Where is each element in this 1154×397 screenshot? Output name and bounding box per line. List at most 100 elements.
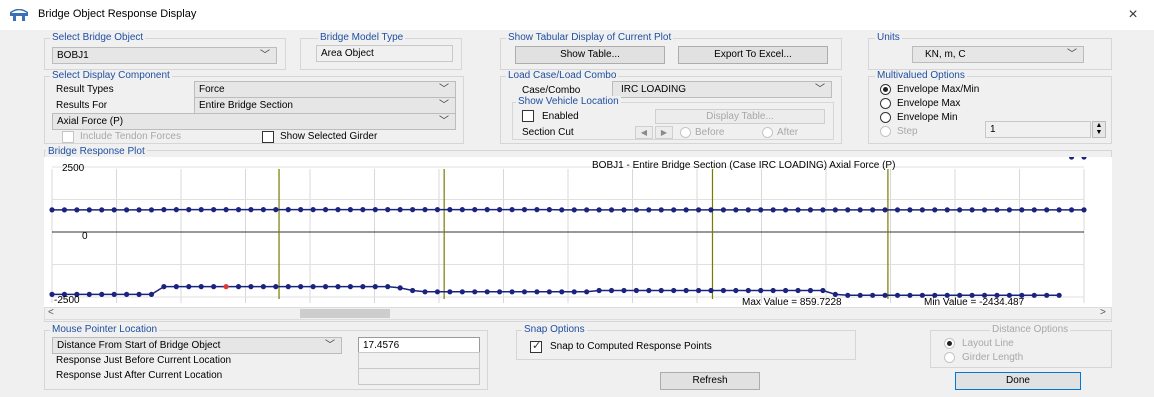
max-point xyxy=(720,207,727,213)
min-point xyxy=(845,292,851,298)
envelope-max-radio[interactable] xyxy=(880,98,891,109)
export-excel-button[interactable]: Export To Excel... xyxy=(678,46,828,64)
show-girder-checkbox[interactable] xyxy=(262,131,274,143)
min-point xyxy=(385,284,391,290)
mouse-pointer-group xyxy=(44,330,488,390)
max-point xyxy=(1068,207,1075,213)
done-button[interactable]: Done xyxy=(955,372,1081,390)
refresh-button[interactable]: Refresh xyxy=(660,372,760,390)
min-point xyxy=(484,289,490,295)
before-radio[interactable] xyxy=(680,127,691,138)
min-point xyxy=(124,291,130,297)
min-point xyxy=(434,289,441,295)
min-point xyxy=(671,287,677,294)
min-point xyxy=(807,287,814,294)
min-point xyxy=(322,284,329,290)
max-point xyxy=(136,207,142,213)
display-table-button[interactable]: Display Table... xyxy=(655,109,825,124)
result-types-label: Result Types xyxy=(56,84,114,95)
max-point xyxy=(584,207,590,213)
max-point xyxy=(273,207,279,213)
snap-label: Snap to Computed Response Points xyxy=(550,341,712,352)
min-point xyxy=(708,287,714,294)
section-cut-label: Section Cut xyxy=(522,127,574,138)
step-radio[interactable] xyxy=(880,126,891,137)
step-stepper[interactable]: ▲ ▼ xyxy=(1092,121,1106,138)
min-point xyxy=(932,292,938,298)
chevron-down-icon: ﹀ xyxy=(1067,49,1077,60)
max-point xyxy=(186,207,192,213)
scrollbar-thumb[interactable] xyxy=(300,309,390,318)
distance-type-select[interactable]: Distance From Start of Bridge Object ﹀ xyxy=(52,337,342,354)
min-point xyxy=(372,284,378,290)
step-field[interactable]: 1 xyxy=(985,121,1091,138)
min-point xyxy=(733,287,739,294)
component-select[interactable]: Axial Force (P) ﹀ xyxy=(52,113,456,130)
next-arrow-icon[interactable]: ▶ xyxy=(655,126,673,139)
min-point xyxy=(882,292,888,298)
results-for-select[interactable]: Entire Bridge Section ﹀ xyxy=(194,97,456,114)
girder-length-radio[interactable] xyxy=(944,352,955,363)
show-girder-label: Show Selected Girder xyxy=(280,131,378,142)
max-point xyxy=(894,207,901,213)
min-point xyxy=(1006,292,1012,298)
min-point xyxy=(310,284,316,290)
bridge-object-select[interactable]: BOBJ1 ﹀ xyxy=(52,47,277,64)
response-plot-legend: Bridge Response Plot xyxy=(46,146,147,157)
min-point xyxy=(894,292,901,298)
min-point xyxy=(148,291,155,297)
envelope-maxmin-radio[interactable] xyxy=(880,84,891,95)
min-point xyxy=(136,291,142,297)
min-point xyxy=(596,287,602,294)
chevron-down-icon: ﹀ xyxy=(439,116,449,127)
show-table-button[interactable]: Show Table... xyxy=(515,46,665,64)
plot-horizontal-scrollbar[interactable] xyxy=(44,307,1112,320)
max-point xyxy=(298,207,304,213)
ytick-top: 2500 xyxy=(62,163,85,174)
max-point xyxy=(148,207,155,213)
max-point xyxy=(782,207,789,213)
prev-arrow-icon[interactable]: ◀ xyxy=(635,126,653,139)
layout-line-radio[interactable] xyxy=(944,338,955,349)
min-point xyxy=(1068,157,1075,160)
envelope-min-label: Envelope Min xyxy=(897,112,958,123)
case-combo-select[interactable]: IRC LOADING ﹀ xyxy=(612,81,832,98)
after-radio[interactable] xyxy=(762,127,773,138)
response-after-field xyxy=(358,368,480,385)
min-point xyxy=(745,287,751,294)
close-icon[interactable]: × xyxy=(1128,6,1138,23)
max-point xyxy=(509,207,515,213)
min-point xyxy=(944,292,950,298)
select-bridge-group xyxy=(44,38,286,70)
min-point xyxy=(994,292,1000,298)
girder-lines xyxy=(278,169,889,299)
enabled-checkbox[interactable] xyxy=(522,110,534,122)
scroll-right-icon[interactable]: > xyxy=(1100,307,1106,318)
min-point xyxy=(820,287,826,294)
snap-checkbox[interactable] xyxy=(530,339,542,353)
before-label: Before xyxy=(695,127,725,138)
max-point xyxy=(658,207,664,213)
result-types-select[interactable]: Force ﹀ xyxy=(194,81,456,98)
max-point xyxy=(1081,207,1087,213)
units-select[interactable]: KN, m, C ﹀ xyxy=(912,46,1084,63)
min-point xyxy=(86,291,92,297)
min-point xyxy=(571,289,577,295)
response-plot-chart[interactable]: 2500 0 -2500 BOBJ1 - Entire Bridge Secti… xyxy=(44,157,1112,307)
min-point xyxy=(683,287,689,294)
multivalued-group xyxy=(868,76,1112,144)
min-point xyxy=(447,289,453,295)
chevron-down-icon: ﹀ xyxy=(439,84,449,95)
distance-type-value: Distance From Start of Bridge Object xyxy=(57,340,221,351)
max-point xyxy=(546,207,552,213)
max-point xyxy=(1019,207,1025,213)
scroll-left-icon[interactable]: < xyxy=(48,307,54,318)
units-value: KN, m, C xyxy=(925,49,966,60)
max-value-text: Max Value = 859.7228 xyxy=(742,297,842,307)
min-point xyxy=(509,289,515,295)
include-tendon-checkbox[interactable] xyxy=(62,131,74,143)
max-point xyxy=(559,207,565,213)
min-point xyxy=(335,284,341,290)
enabled-label: Enabled xyxy=(542,111,579,122)
envelope-min-radio[interactable] xyxy=(880,112,891,123)
